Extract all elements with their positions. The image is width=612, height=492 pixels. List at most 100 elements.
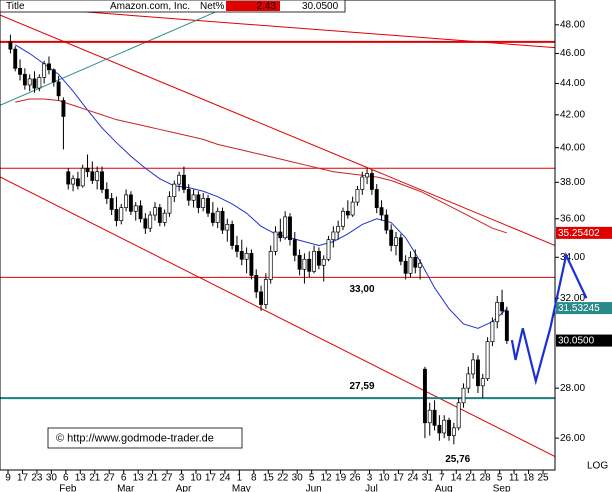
candle-body <box>254 275 259 293</box>
net-label: Net% <box>200 1 225 12</box>
candle-body <box>220 210 225 231</box>
candle-body <box>230 224 235 246</box>
plot-frame <box>0 0 556 471</box>
candle-body <box>432 409 437 426</box>
candle-body <box>167 196 172 214</box>
y-tick-label: 46.00 <box>560 48 585 59</box>
candle-body <box>369 173 374 190</box>
candle-body <box>210 212 215 223</box>
x-tick-label: 23 <box>31 473 43 484</box>
candle-body <box>128 194 133 212</box>
x-tick-label: 17 <box>393 473 405 484</box>
candle-body <box>66 171 71 185</box>
moving-average <box>15 98 508 234</box>
candle-body <box>119 207 124 221</box>
month-label: Sep <box>493 484 511 492</box>
x-tick-label: 25 <box>537 473 549 484</box>
instrument-name: Amazon.com, Inc. <box>110 1 190 12</box>
candle-body <box>355 189 360 203</box>
y-tick-label: 36.00 <box>560 213 585 224</box>
candle-body <box>249 252 254 276</box>
candle-body <box>225 224 230 231</box>
candle-body <box>124 194 129 208</box>
month-label: Mar <box>117 484 135 492</box>
price-tag-box <box>556 226 612 239</box>
candle-body <box>273 231 278 252</box>
candle-body <box>437 424 442 434</box>
candle-body <box>196 194 201 208</box>
month-label: Apr <box>176 484 192 492</box>
x-tick-label: 12 <box>321 473 333 484</box>
price-tag-label: 31.53245 <box>558 303 600 314</box>
candle-body <box>56 81 61 97</box>
x-tick-label: 21 <box>465 473 477 484</box>
x-tick-label: 5 <box>497 473 503 484</box>
candle-body <box>90 171 95 181</box>
y-tick-label: 32.00 <box>560 293 585 304</box>
x-tick-label: 3 <box>367 473 373 484</box>
moving-average <box>14 44 508 329</box>
x-tick-label: 1 <box>237 473 243 484</box>
candle-body <box>485 341 490 379</box>
x-tick-label: 10 <box>190 473 202 484</box>
candle-body <box>71 178 76 185</box>
trendline <box>0 176 555 457</box>
y-tick-label: 26.00 <box>560 433 585 444</box>
y-tick-label: 48.00 <box>560 19 585 30</box>
x-tick-label: 11 <box>509 473 520 484</box>
net-value: 2.43 <box>257 1 277 12</box>
price-tag-box <box>556 302 612 315</box>
candle-body <box>61 100 66 117</box>
candle-body <box>504 310 509 341</box>
candle-body <box>206 198 210 214</box>
last-value: 30.0500 <box>302 1 339 12</box>
candle-body <box>292 239 297 256</box>
x-tick-label: 9 <box>5 473 11 484</box>
candle-body <box>466 373 471 389</box>
axes: 26.00 28.00 32.00 34.00 36.00 38.00 40.00 42.00… <box>5 19 585 492</box>
candle-body <box>181 174 186 190</box>
copyright: © http://www.godmode-trader.de <box>56 432 214 444</box>
candle-body <box>379 207 384 216</box>
x-tick-label: 22 <box>277 473 289 484</box>
x-tick-label: 5 <box>309 473 315 484</box>
candle-body <box>133 205 138 212</box>
candle-body <box>100 171 104 190</box>
candle-body <box>350 201 355 216</box>
candle-body <box>18 67 23 75</box>
candle-body <box>263 279 268 305</box>
candle-body <box>471 359 476 375</box>
candle-body <box>336 225 341 233</box>
candle-body <box>47 63 51 71</box>
candle-body <box>239 251 244 260</box>
candle-body <box>384 214 389 231</box>
candle-body <box>114 209 119 221</box>
candle-body <box>22 73 27 86</box>
x-tick-label: 13 <box>75 473 87 484</box>
candle-body <box>8 41 13 50</box>
candle-body <box>418 262 423 268</box>
candle-body <box>307 258 312 272</box>
candle-body <box>191 194 196 201</box>
candle-body <box>312 251 317 272</box>
x-tick-label: 13 <box>133 473 145 484</box>
candle-body <box>85 167 90 173</box>
y-tick-label: 38.00 <box>560 177 585 188</box>
candle-body <box>451 427 456 436</box>
candle-body <box>302 258 307 270</box>
candle-body <box>495 302 500 323</box>
candle-body <box>153 207 157 216</box>
low-label: 25,76 <box>445 454 470 465</box>
candle-body <box>80 167 85 187</box>
candle-body <box>365 173 370 178</box>
candle-body <box>201 198 206 208</box>
x-tick-label: 21 <box>147 473 159 484</box>
candle-body <box>408 256 413 274</box>
candle-body <box>109 198 114 210</box>
candle-body <box>95 171 100 181</box>
x-tick-label: 18 <box>523 473 535 484</box>
projection-line <box>510 251 588 386</box>
candle-body <box>32 78 37 89</box>
candle-body <box>360 176 365 190</box>
